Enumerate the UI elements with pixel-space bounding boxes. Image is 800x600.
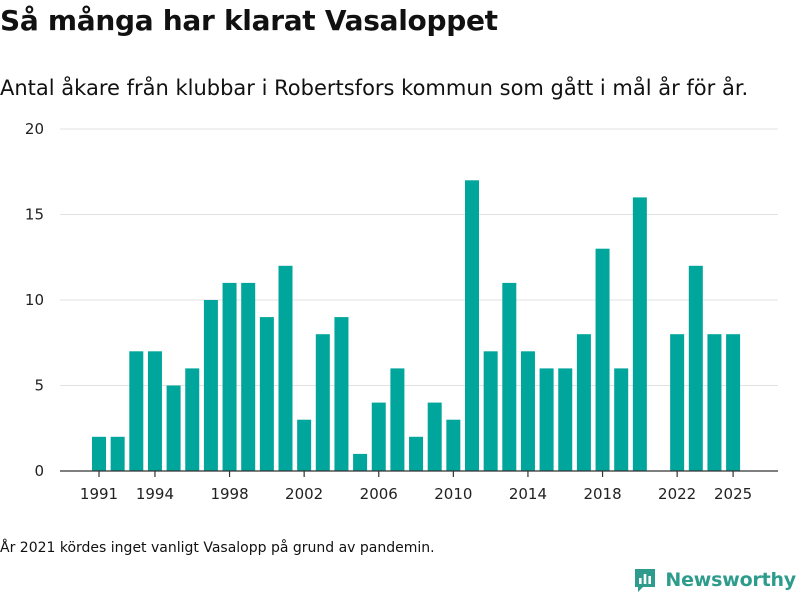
bar-2000: [259, 317, 274, 471]
chart-subtitle: Antal åkare från klubbar i Robertsfors k…: [0, 76, 749, 100]
axes: 0 5 10 15 20 1991 1994 1998 2002 2006 2010 2014 2018…: [25, 120, 778, 503]
bar-1991: [92, 436, 106, 471]
bar-2018: [595, 248, 610, 471]
bar-1998: [222, 282, 237, 471]
y-tick-label: 10: [25, 291, 44, 309]
bar-2006: [371, 402, 386, 471]
bar-2020: [632, 197, 647, 471]
bar-2010: [446, 419, 461, 471]
newsworthy-logo-icon: [635, 569, 656, 592]
bar-2001: [278, 265, 293, 471]
x-tick-label: 2002: [285, 485, 323, 503]
bar-1999: [241, 282, 256, 471]
bar-2009: [427, 402, 442, 471]
x-tick-label: 1991: [80, 485, 118, 503]
bar-2013: [502, 282, 517, 471]
bar-1992: [110, 436, 125, 471]
x-tick-label: 2014: [509, 485, 547, 503]
bar-2002: [297, 419, 312, 471]
bar-2005: [353, 453, 368, 471]
bar-2025: [726, 334, 741, 471]
bar-2014: [520, 351, 535, 471]
x-tick-label: 1998: [210, 485, 248, 503]
y-tick-label: 0: [34, 462, 44, 480]
x-tick-label: 2010: [434, 485, 472, 503]
bar-2011: [465, 180, 479, 472]
brand-logo: Newsworthy: [633, 567, 796, 593]
bar-1993: [129, 351, 144, 471]
y-tick-label: 5: [34, 377, 44, 395]
footnote: År 2021 kördes inget vanligt Vasalopp på…: [0, 540, 435, 556]
x-tick-label: 2018: [583, 485, 621, 503]
chart-title: Så många har klarat Vasaloppet: [0, 4, 498, 37]
y-tick-label: 15: [25, 206, 44, 224]
bar-2019: [614, 368, 629, 471]
bar-1994: [147, 351, 162, 471]
bar-2022: [670, 334, 685, 471]
bar-2007: [390, 368, 405, 471]
bar-2004: [334, 317, 349, 471]
bar-2015: [539, 368, 554, 471]
bar-1996: [185, 368, 200, 471]
x-tick-label: 2022: [658, 485, 696, 503]
bar-2003: [315, 334, 330, 471]
x-tick-label: 2025: [714, 485, 752, 503]
bar-2016: [558, 368, 573, 471]
bar-2017: [576, 334, 591, 471]
bar-1997: [203, 300, 218, 471]
x-tick-label: 2006: [360, 485, 398, 503]
bar-2023: [688, 265, 703, 471]
bar-2012: [483, 351, 498, 471]
bar-1995: [166, 385, 181, 471]
brand-name: Newsworthy: [665, 569, 796, 591]
x-tick-label: 1994: [136, 485, 174, 503]
bars: [92, 180, 741, 472]
y-tick-label: 20: [25, 120, 44, 138]
bar-2024: [707, 334, 722, 471]
bar-2008: [409, 436, 424, 471]
